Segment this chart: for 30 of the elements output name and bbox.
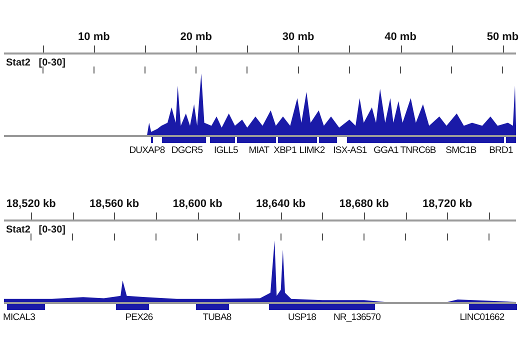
- text: GGA1: [374, 145, 398, 156]
- text: SMC1B: [446, 145, 476, 156]
- text: USP18: [288, 312, 316, 323]
- text: ISX-AS1: [333, 145, 367, 156]
- x-tick-label: 20 mb: [180, 30, 212, 43]
- text: NR_136570: [333, 312, 381, 323]
- text: IGLL5: [214, 145, 238, 156]
- x-tick-label: 40 mb: [384, 30, 417, 43]
- text: DUXAP8: [129, 145, 165, 156]
- x-tick-label: 30 mb: [282, 30, 314, 43]
- text: PEX26: [125, 312, 153, 323]
- text: LINC01662: [460, 312, 504, 323]
- x-tick-label: 18,680 kb: [339, 198, 390, 210]
- x-tick-label: 10 mb: [78, 30, 110, 43]
- x-tick-label: 18,720 kb: [422, 198, 472, 210]
- text: DGCR5: [171, 145, 203, 156]
- x-tick-label: 18,600 kb: [172, 198, 223, 210]
- y-axis-title: Stat2 [0-30]: [6, 224, 66, 236]
- y-axis-title: Stat2 [0-30]: [6, 57, 66, 68]
- text: TUBA8: [202, 312, 232, 323]
- text: LIMK2: [299, 145, 325, 156]
- text: MIAT: [248, 145, 270, 156]
- text: TNRC6B: [400, 145, 436, 156]
- text: BRD1: [489, 145, 513, 156]
- x-tick-label: 50 mb: [486, 30, 519, 43]
- text: XBP1: [274, 145, 296, 156]
- text: MICAL3: [3, 312, 35, 323]
- x-tick-label: 18,520 kb: [6, 198, 56, 210]
- x-tick-label: 18,560 kb: [90, 198, 140, 210]
- x-tick-label: 18,640 kb: [256, 198, 306, 210]
